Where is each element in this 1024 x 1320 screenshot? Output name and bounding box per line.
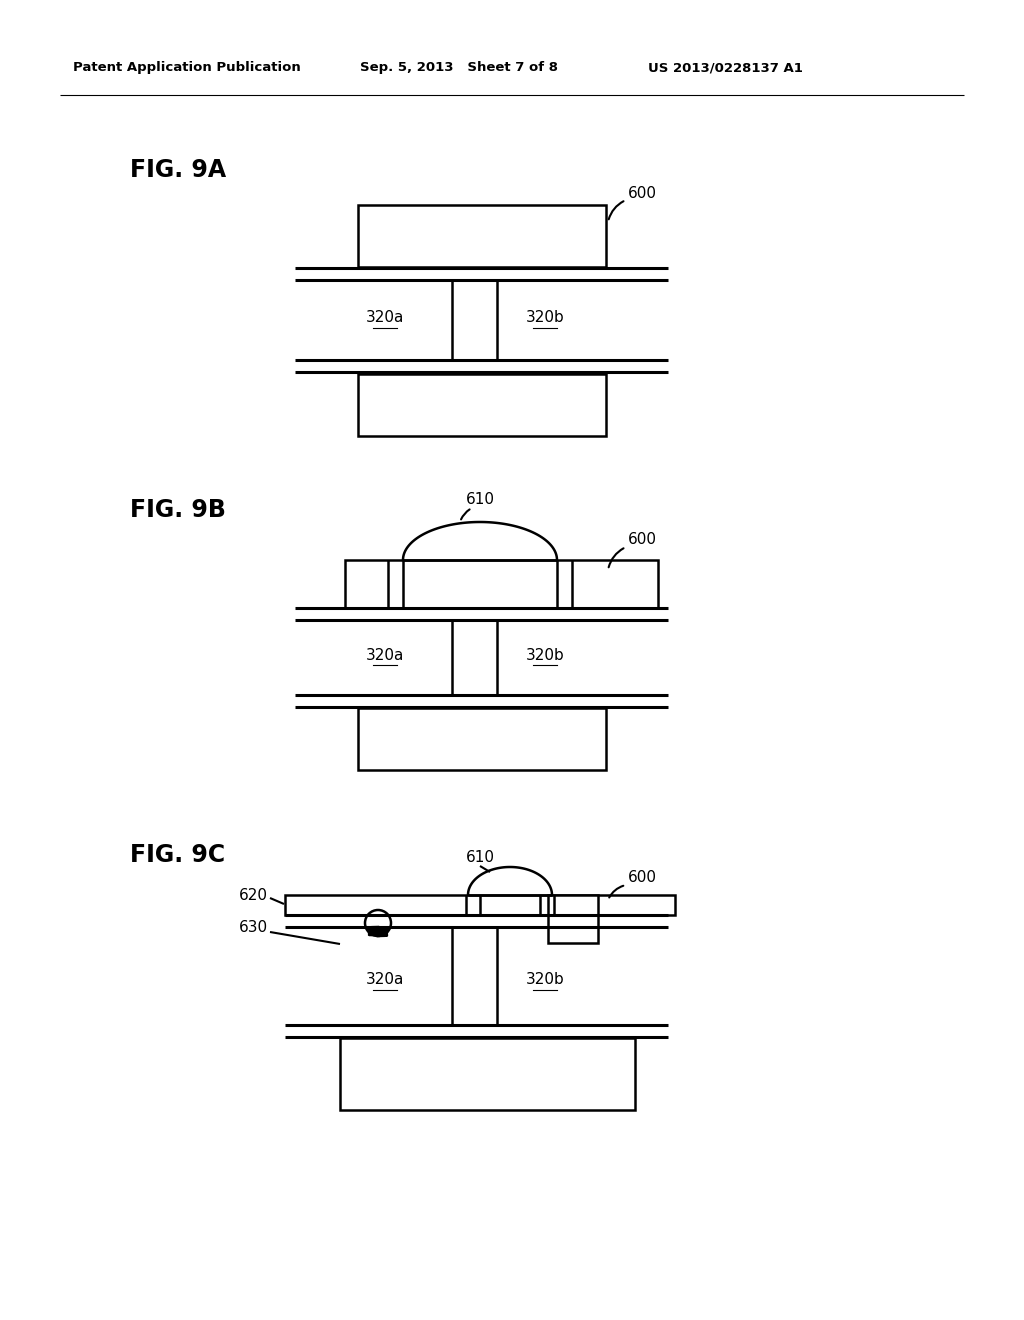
Bar [340, 1038, 635, 1110]
Text: 600: 600 [628, 870, 657, 886]
Circle shape [365, 909, 391, 936]
Text: 610: 610 [466, 850, 495, 866]
FancyArrowPatch shape [609, 886, 624, 898]
Bar [358, 708, 606, 770]
FancyArrowPatch shape [608, 548, 624, 568]
Bar [358, 374, 606, 436]
Text: FIG. 9A: FIG. 9A [130, 158, 226, 182]
Bar [548, 895, 598, 942]
FancyArrowPatch shape [461, 510, 470, 519]
Text: 320b: 320b [525, 648, 564, 663]
Text: 600: 600 [628, 532, 657, 548]
Text: FIG. 9B: FIG. 9B [130, 498, 226, 521]
Bar [345, 560, 658, 609]
Bar [358, 205, 606, 267]
Text: Sep. 5, 2013   Sheet 7 of 8: Sep. 5, 2013 Sheet 7 of 8 [360, 62, 558, 74]
FancyArrowPatch shape [608, 201, 624, 219]
Text: 320b: 320b [525, 310, 564, 326]
Text: 610: 610 [466, 492, 495, 507]
Bar [285, 895, 675, 915]
Text: US 2013/0228137 A1: US 2013/0228137 A1 [648, 62, 803, 74]
Text: 620: 620 [239, 887, 268, 903]
Text: 630: 630 [239, 920, 268, 936]
Text: 600: 600 [628, 186, 657, 201]
Text: Patent Application Publication: Patent Application Publication [73, 62, 301, 74]
Text: 320a: 320a [366, 973, 404, 987]
Text: FIG. 9C: FIG. 9C [130, 843, 225, 867]
Text: 320a: 320a [366, 648, 404, 663]
Text: 320b: 320b [525, 973, 564, 987]
Text: 320a: 320a [366, 310, 404, 326]
